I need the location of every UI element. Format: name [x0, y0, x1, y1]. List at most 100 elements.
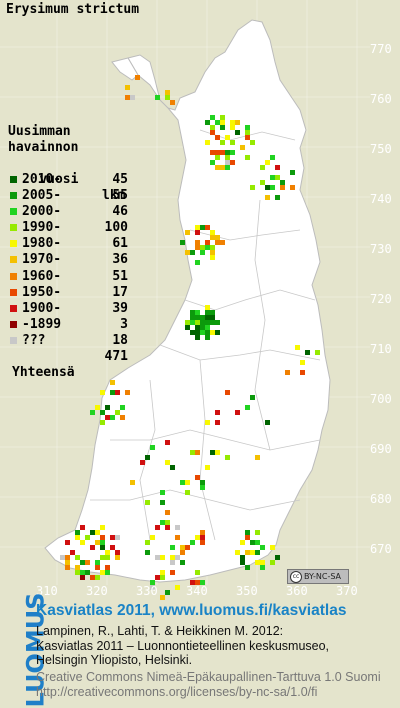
observation-square — [230, 150, 235, 155]
legend-heading-year: vuosi — [39, 172, 79, 187]
observation-square — [195, 240, 200, 245]
legend-label: 1970- — [22, 252, 62, 268]
legend-swatch — [10, 192, 17, 200]
observation-square — [265, 160, 270, 165]
observation-square — [235, 550, 240, 555]
observation-square — [205, 240, 210, 245]
observation-square — [215, 240, 220, 245]
atlas-link[interactable]: Kasviatlas 2011, www.luomus.fi/kasviatla… — [36, 602, 347, 619]
observation-square — [75, 570, 80, 575]
observation-square — [205, 305, 210, 310]
observation-square — [120, 405, 125, 410]
observation-square — [205, 320, 210, 325]
observation-square — [205, 225, 210, 230]
observation-square — [195, 475, 200, 480]
legend-heading-2: havainnon — [8, 140, 79, 155]
observation-square — [250, 540, 255, 545]
observation-square — [130, 95, 135, 100]
observation-square — [180, 545, 185, 550]
cc-license-badge[interactable]: cc BY-NC-SA — [287, 569, 349, 584]
observation-square — [105, 570, 110, 575]
y-tick-label: 750 — [370, 142, 392, 156]
observation-square — [170, 560, 175, 565]
observation-square — [100, 555, 105, 560]
observation-square — [195, 230, 200, 235]
cc-license-label: BY-NC-SA — [304, 572, 342, 581]
observation-square — [200, 530, 205, 535]
observation-square — [200, 245, 205, 250]
observation-square — [275, 555, 280, 560]
legend-count: 17 — [112, 284, 128, 300]
observation-square — [220, 120, 225, 125]
observation-square — [270, 175, 275, 180]
observation-square — [110, 380, 115, 385]
observation-square — [205, 310, 210, 315]
observation-square — [195, 310, 200, 315]
legend-label: 1900- — [22, 300, 62, 316]
observation-square — [155, 95, 160, 100]
observation-square — [130, 480, 135, 485]
observation-square — [185, 480, 190, 485]
observation-square — [155, 555, 160, 560]
citation: Lampinen, R., Lahti, T. & Heikkinen M. 2… — [36, 624, 329, 668]
legend-row: 2005- 55 — [8, 188, 128, 204]
observation-square — [160, 595, 165, 600]
observation-square — [195, 225, 200, 230]
observation-square — [190, 250, 195, 255]
observation-square — [220, 240, 225, 245]
license-line: Creative Commons Nimeä-Epäkaupallinen-Ta… — [36, 670, 381, 684]
license-url[interactable]: http://creativecommons.org/licenses/by-n… — [36, 684, 318, 699]
y-tick-label: 690 — [370, 442, 392, 456]
observation-square — [65, 565, 70, 570]
observation-square — [135, 75, 140, 80]
finland-distribution-map — [0, 0, 370, 600]
observation-square — [115, 555, 120, 560]
observation-square — [255, 530, 260, 535]
observation-square — [260, 545, 265, 550]
legend-rows: 2010- 45 2005- 55 2000- 46 1990- 100 1980- 61 1970… — [8, 172, 128, 349]
x-tick-label: 310 — [36, 584, 58, 598]
legend-row: 1900- 39 — [8, 300, 128, 317]
observation-square — [215, 410, 220, 415]
legend-swatch — [10, 320, 17, 328]
legend-count: 51 — [112, 268, 128, 284]
x-tick-label: 370 — [336, 584, 358, 598]
observation-square — [200, 480, 205, 485]
observation-square — [175, 585, 180, 590]
observation-square — [125, 95, 130, 100]
observation-square — [200, 320, 205, 325]
observation-square — [210, 130, 215, 135]
observation-square — [220, 165, 225, 170]
observation-square — [285, 370, 290, 375]
observation-square — [215, 165, 220, 170]
observation-square — [105, 550, 110, 555]
legend-row: ??? 18 — [8, 333, 128, 349]
observation-square — [180, 480, 185, 485]
observation-square — [205, 335, 210, 340]
observation-square — [230, 125, 235, 130]
observation-square — [210, 235, 215, 240]
observation-square — [245, 405, 250, 410]
observation-square — [195, 335, 200, 340]
y-tick-label: 740 — [370, 192, 392, 206]
observation-square — [205, 420, 210, 425]
observation-square — [195, 315, 200, 320]
legend-label: 2005- — [22, 188, 62, 204]
observation-square — [225, 150, 230, 155]
observation-square — [245, 130, 250, 135]
observation-square — [195, 245, 200, 250]
observation-square — [300, 360, 305, 365]
observation-square — [225, 455, 230, 460]
observation-square — [210, 250, 215, 255]
y-tick-label: 710 — [370, 342, 392, 356]
y-tick-label: 720 — [370, 292, 392, 306]
observation-square — [185, 490, 190, 495]
observation-square — [215, 120, 220, 125]
observation-square — [220, 115, 225, 120]
observation-square — [160, 575, 165, 580]
observation-square — [195, 535, 200, 540]
observation-square — [270, 560, 275, 565]
legend-swatch — [10, 208, 17, 216]
legend: Uusimman havainnon vuosi lkm 2010- 45 2005… — [8, 124, 128, 380]
observation-square — [190, 540, 195, 545]
